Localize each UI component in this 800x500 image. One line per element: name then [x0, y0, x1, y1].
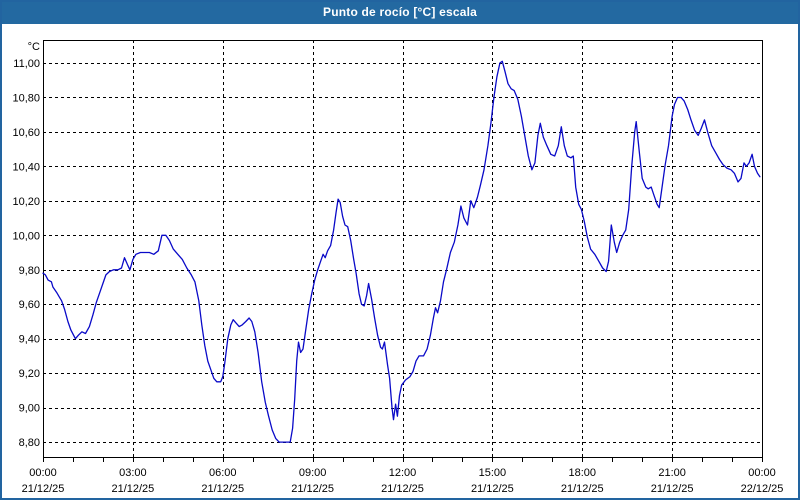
x-tick-date-label: 21/12/25 — [381, 483, 424, 495]
x-tick-time-label: 06:00 — [209, 467, 237, 479]
x-tick-time-label: 21:00 — [658, 467, 686, 479]
chart-title: Punto de rocío [°C] escala — [322, 5, 478, 19]
x-tick-date-label: 21/12/25 — [651, 483, 694, 495]
x-tick-time-label: 00:00 — [748, 467, 776, 479]
y-tick-label: 9,80 — [19, 265, 40, 277]
x-tick-date-label: 21/12/25 — [22, 483, 65, 495]
x-tick-date-label: 21/12/25 — [471, 483, 514, 495]
x-tick-time-label: 09:00 — [299, 467, 327, 479]
y-tick-label: 9,00 — [19, 403, 40, 415]
y-tick-label: 10,20 — [12, 196, 40, 208]
y-axis-unit-label: °C — [28, 41, 40, 53]
y-tick-label: 8,80 — [19, 437, 40, 449]
x-tick-date-label: 22/12/25 — [741, 483, 784, 495]
x-tick-date-label: 21/12/25 — [201, 483, 244, 495]
x-tick-time-label: 18:00 — [568, 467, 596, 479]
x-tick-date-label: 21/12/25 — [291, 483, 334, 495]
y-tick-label: 10,00 — [12, 230, 40, 242]
y-tick-label: 10,40 — [12, 161, 40, 173]
y-tick-label: 9,40 — [19, 334, 40, 346]
x-tick-time-label: 15:00 — [479, 467, 507, 479]
y-tick-label: 9,60 — [19, 299, 40, 311]
x-tick-time-label: 03:00 — [119, 467, 147, 479]
chart-titlebar: Punto de rocío [°C] escala — [2, 2, 798, 24]
x-tick-time-label: 12:00 — [389, 467, 417, 479]
dewpoint-line-series — [42, 60, 761, 443]
x-tick-date-label: 21/12/25 — [561, 483, 604, 495]
y-tick-label: 9,20 — [19, 368, 40, 380]
y-tick-label: 10,80 — [12, 92, 40, 104]
y-tick-label: 10,60 — [12, 127, 40, 139]
x-tick-date-label: 21/12/25 — [111, 483, 154, 495]
x-tick-time-label: 00:00 — [29, 467, 57, 479]
y-tick-label: 11,00 — [13, 58, 40, 70]
